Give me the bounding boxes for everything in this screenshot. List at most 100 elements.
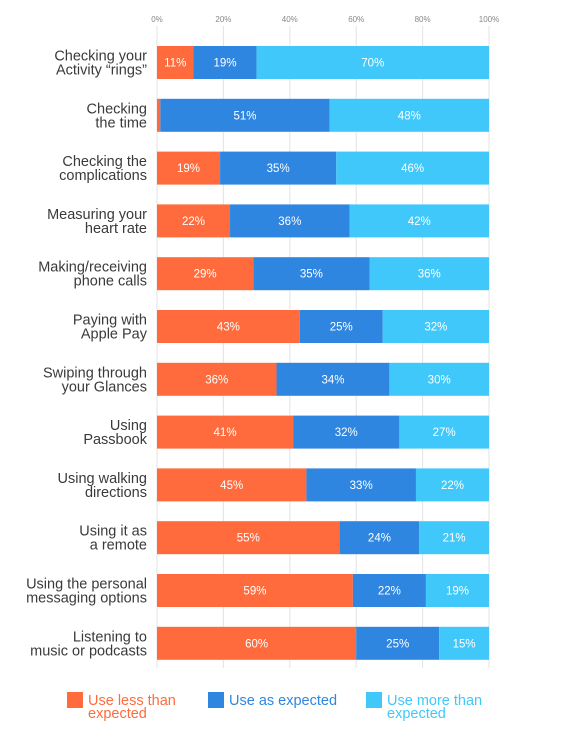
x-axis-ticks: 0% 20% 40% 60% 80% 100% [151,15,499,24]
bar-segment [382,310,489,343]
data-label: 70% [361,58,384,70]
data-label: 51% [233,110,256,122]
bar-segment [157,151,221,185]
x-tick-label: 60% [348,15,364,24]
bar-segment [157,626,357,660]
data-label: 32% [335,427,358,439]
data-label: 22% [441,480,464,492]
legend-label: Use less than expected [88,693,176,722]
data-label: 36% [278,216,301,228]
data-label: 46% [401,163,424,175]
category-label: Using the personal messaging options [26,577,147,607]
bar-segment [306,468,416,502]
bar-segment [369,257,489,291]
data-label: 25% [330,322,353,334]
bar-segment [157,204,231,238]
category-label: Checking the complications [59,154,147,184]
category-label: Swiping through your Glances [43,365,147,395]
data-label: 41% [214,427,237,439]
data-label: 32% [424,322,447,334]
bar-segment [356,626,440,660]
bar-segment [389,362,489,396]
bar-segment [157,310,300,343]
data-label: 22% [378,586,401,598]
data-label: 36% [205,374,228,386]
data-label: 29% [194,269,217,281]
data-label: 25% [386,638,409,650]
data-label: 19% [446,586,469,598]
bar-segment [157,98,161,132]
bar-segment [157,257,254,291]
category-label: Checking the time [87,101,147,131]
category-labels: Checking your Activity “rings” Checking the… [26,49,148,660]
category-label: Using walking directions [58,471,147,501]
data-label: 19% [177,163,200,175]
bar-segment [299,310,383,343]
bar-segment [425,574,489,607]
data-label: 21% [443,533,466,545]
data-label: 34% [321,374,344,386]
bar-segment [157,362,277,396]
data-label: 19% [214,58,237,70]
legend-label: Use as expected [229,693,337,709]
legend-label: Use more than expected [387,693,482,722]
bar-segment [329,98,489,132]
data-label: 24% [368,533,391,545]
bar-segment [253,257,370,291]
data-label: 22% [182,216,205,228]
data-label: 48% [398,110,421,122]
bar-segment [352,574,426,607]
bar-segment [336,151,489,185]
bar-segment [193,46,257,79]
bar-segment [399,415,489,449]
bars: 11% 19% 70% 51% 48% 19% 35% 46% 22% 36% 42% 29% 35% 3… [157,46,489,660]
legend-swatch [67,692,83,708]
bar-segment [160,98,330,132]
data-label: 35% [267,163,290,175]
data-label: 35% [300,269,323,281]
data-label: 55% [237,533,260,545]
bar-segment [157,46,194,79]
category-label: Measuring your heart rate [47,207,147,237]
bar-segment [419,521,489,555]
bar-segment [415,468,489,502]
category-label: Using it as a remote [79,524,147,554]
data-label: 33% [350,480,373,492]
data-label: 42% [408,216,431,228]
bar-segment [157,415,294,449]
x-tick-label: 40% [282,15,298,24]
category-label: Making/receiving phone calls [38,260,147,290]
data-label: 43% [217,322,240,334]
x-tick-label: 20% [215,15,231,24]
data-label: 27% [433,427,456,439]
bar-segment [157,521,340,555]
data-label: 45% [220,480,243,492]
bar-segment [439,626,489,660]
bar-segment [230,204,350,238]
x-tick-label: 0% [151,15,163,24]
bar-segment [157,468,307,502]
data-label: 15% [453,638,476,650]
x-tick-label: 80% [415,15,431,24]
legend: Use less than expected Use as expected Use … [67,692,482,722]
data-label: 59% [243,586,266,598]
data-label: 30% [428,374,451,386]
data-label: 11% [164,58,186,70]
bar-segment [293,415,400,449]
category-label: Using Passbook [83,418,147,448]
legend-swatch [366,692,382,708]
data-label: 36% [418,269,441,281]
grid-lines [156,26,490,668]
x-tick-label: 100% [479,15,499,24]
bar-segment [276,362,390,396]
legend-swatch [208,692,224,708]
bar-segment [157,574,353,607]
category-label: Paying with Apple Pay [73,313,148,343]
bar-segment [349,204,489,238]
bar-segment [220,151,337,185]
data-label: 60% [245,638,268,650]
bar-segment [339,521,420,555]
category-label: Listening to music or podcasts [30,629,147,659]
category-label: Checking your Activity “rings” [54,49,147,79]
